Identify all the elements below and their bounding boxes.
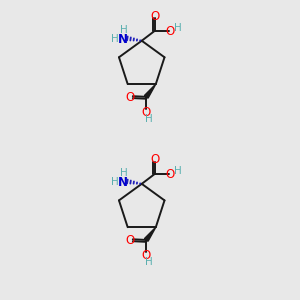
Text: O: O <box>142 106 151 119</box>
Text: O: O <box>151 10 160 23</box>
Text: O: O <box>125 234 134 247</box>
Polygon shape <box>145 227 156 241</box>
Text: N: N <box>118 33 128 46</box>
Text: H: H <box>111 34 119 44</box>
Text: O: O <box>142 249 151 262</box>
Text: N: N <box>118 176 128 189</box>
Text: H: H <box>111 177 119 187</box>
Polygon shape <box>145 84 156 98</box>
Text: H: H <box>145 257 153 267</box>
Text: H: H <box>120 168 128 178</box>
Text: O: O <box>125 91 134 104</box>
Text: H: H <box>120 25 128 35</box>
Text: O: O <box>165 25 175 38</box>
Text: H: H <box>145 114 153 124</box>
Text: H: H <box>174 23 182 33</box>
Text: O: O <box>165 168 175 181</box>
Text: H: H <box>174 166 182 176</box>
Text: O: O <box>151 153 160 166</box>
